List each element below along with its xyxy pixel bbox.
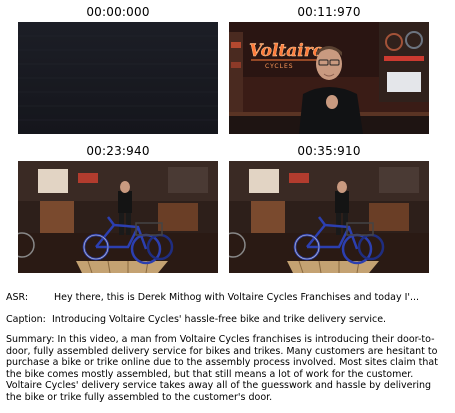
asr-label: ASR: <box>6 292 29 303</box>
summary-block: Summary: In this video, a man from Volta… <box>6 334 446 403</box>
annotation-text: ASR: Hey there, this is Derek Mithog with… <box>6 288 450 403</box>
keyframe-4-image <box>229 161 429 273</box>
keyframe-2-image: Voltaire CYCLES <box>229 22 429 134</box>
keyframe-1-image <box>18 22 218 134</box>
neon-sign-title: Voltaire <box>249 41 324 61</box>
keyframe-4-timestamp: 00:35:910 <box>297 144 361 158</box>
presenter-figure <box>299 46 363 134</box>
summary-label: Summary: <box>6 334 55 345</box>
keyframe-2-timestamp: 00:11:970 <box>297 5 361 19</box>
summary-text: In this video, a man from Voltaire Cycle… <box>6 334 438 403</box>
caption-row: Caption: Introducing Voltaire Cycles' has… <box>6 314 450 326</box>
caption-label: Caption: <box>6 314 46 325</box>
keyframe-grid: 00:00:000 <box>18 5 429 273</box>
neon-sign-subtitle: CYCLES <box>265 63 294 70</box>
asr-row: ASR: Hey there, this is Derek Mithog with… <box>6 292 450 304</box>
neon-sign: Voltaire CYCLES <box>249 41 324 70</box>
keyframe-1-timestamp: 00:00:000 <box>86 5 150 19</box>
asr-text: Hey there, this is Derek Mithog with Vol… <box>54 292 420 303</box>
keyframe-3-timestamp: 00:23:940 <box>86 144 150 158</box>
caption-text: Introducing Voltaire Cycles' hassle-free… <box>52 314 387 325</box>
keyframe-3-image <box>18 161 218 273</box>
